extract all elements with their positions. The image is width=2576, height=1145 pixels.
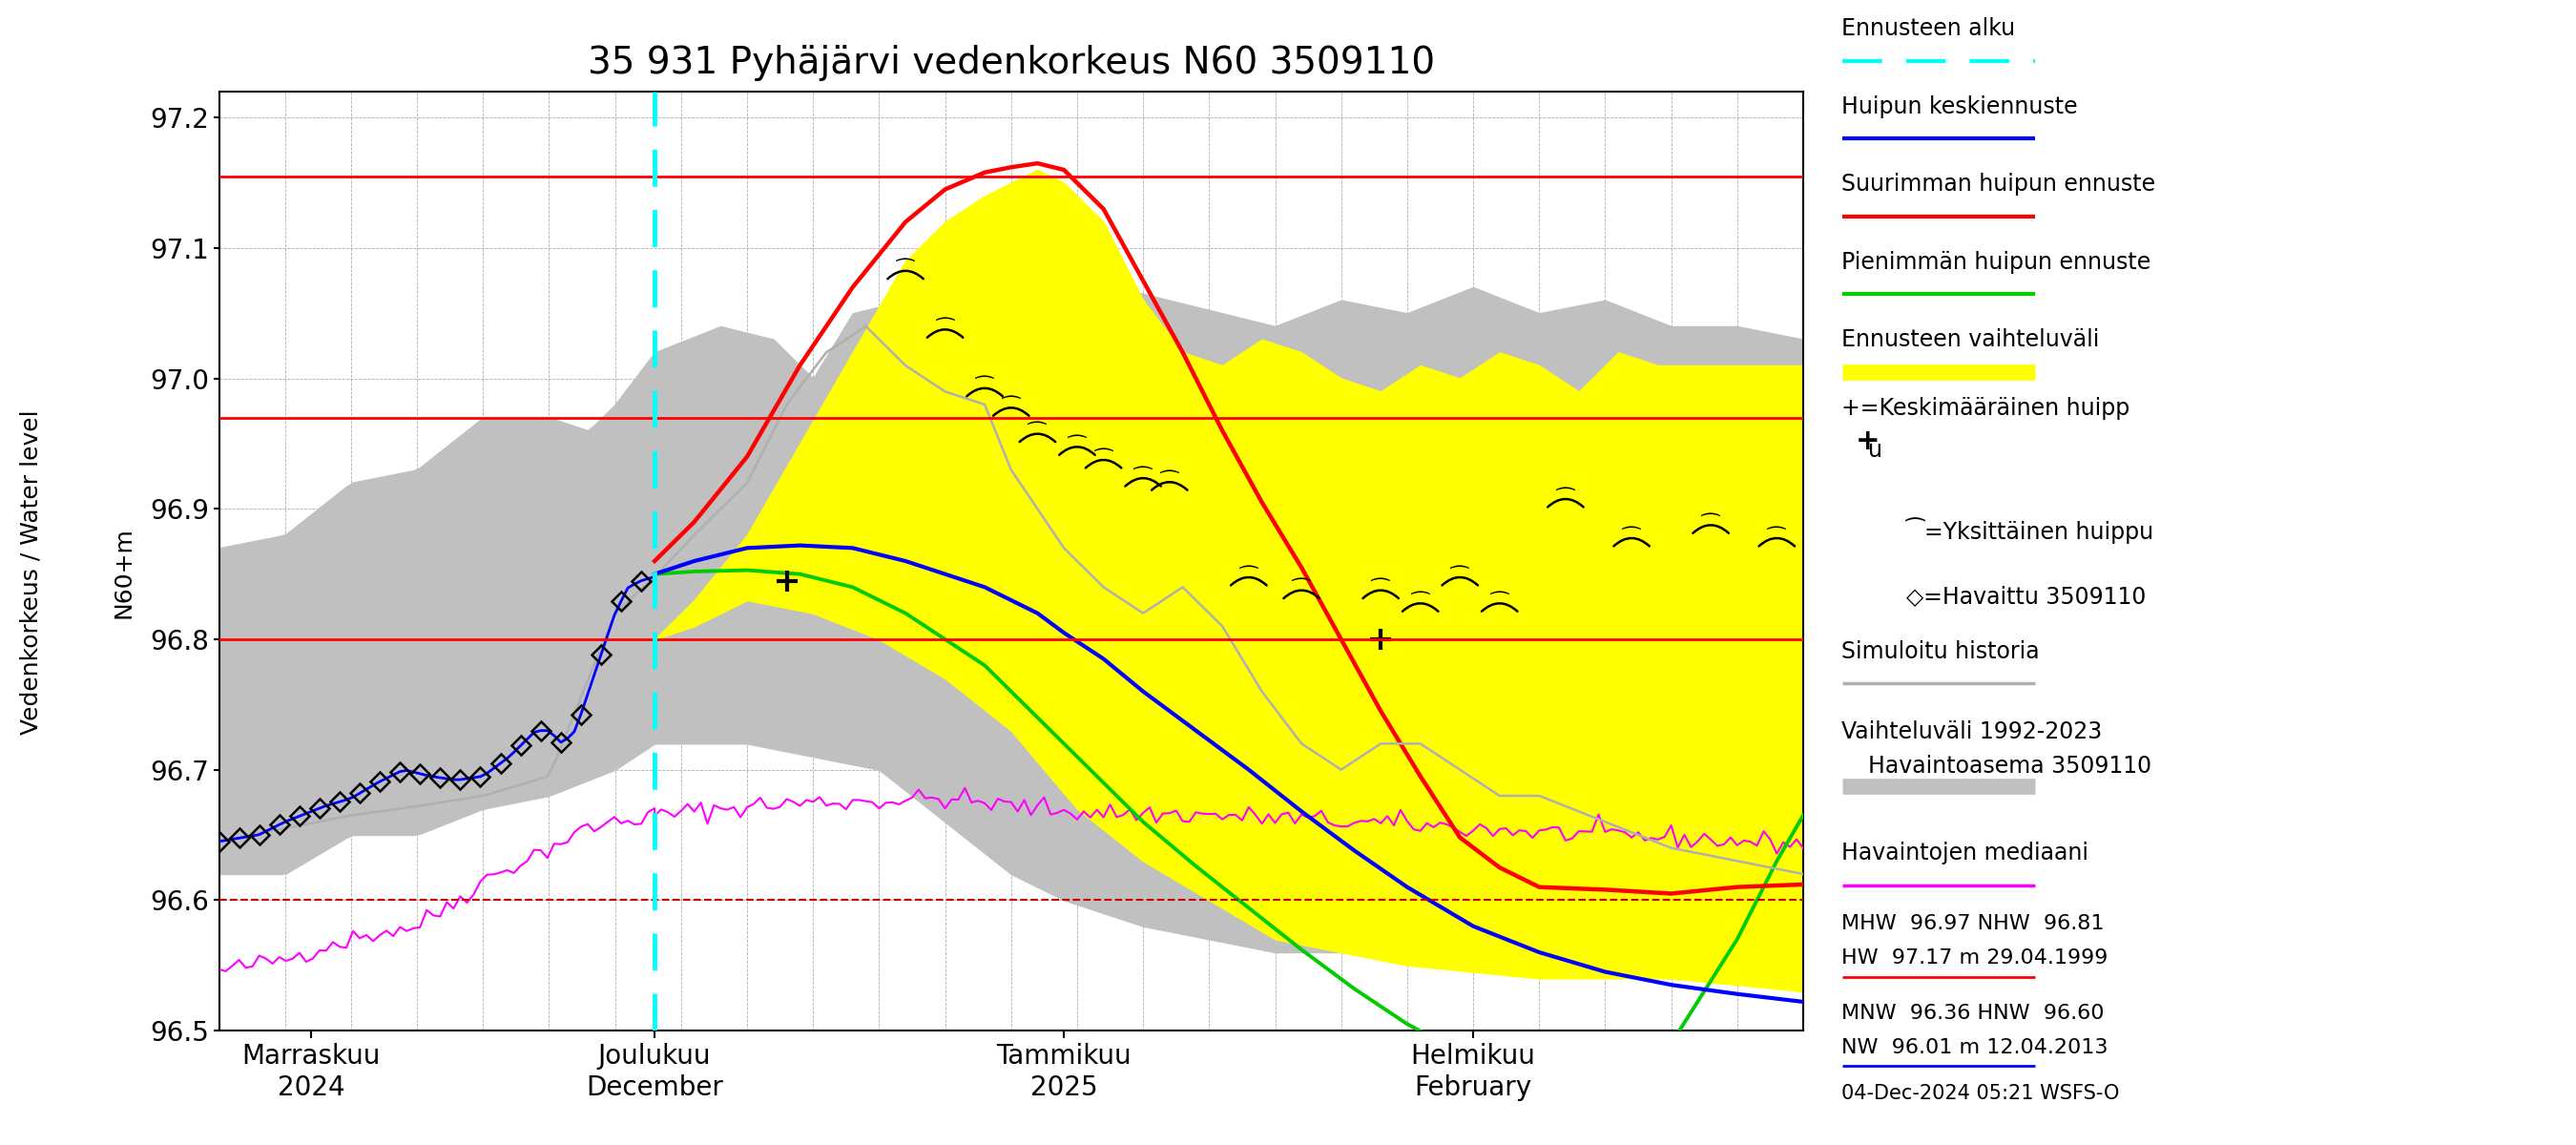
- Text: ⁀: ⁀: [1133, 469, 1151, 488]
- Text: MNW  96.36 HNW  96.60: MNW 96.36 HNW 96.60: [1842, 1003, 2105, 1022]
- Text: Suurimman huipun ennuste: Suurimman huipun ennuste: [1842, 173, 2156, 196]
- Text: ⁀: ⁀: [1767, 529, 1785, 548]
- Text: ⁀: ⁀: [1239, 568, 1257, 587]
- Text: Pienimmän huipun ennuste: Pienimmän huipun ennuste: [1842, 251, 2151, 274]
- Text: HW  97.17 m 29.04.1999: HW 97.17 m 29.04.1999: [1842, 948, 2107, 968]
- Text: ⁀: ⁀: [1703, 516, 1718, 535]
- Text: u: u: [1868, 439, 1883, 461]
- Text: Simuloitu historia: Simuloitu historia: [1842, 640, 2040, 663]
- Text: ⁀: ⁀: [1450, 568, 1468, 587]
- Text: ◇=Havaittu 3509110: ◇=Havaittu 3509110: [1906, 585, 2146, 608]
- Text: NW  96.01 m 12.04.2013: NW 96.01 m 12.04.2013: [1842, 1037, 2110, 1057]
- Text: ⁀: ⁀: [896, 261, 914, 281]
- Text: Vedenkorkeus / Water level: Vedenkorkeus / Water level: [21, 410, 41, 735]
- Text: Ennusteen alku: Ennusteen alku: [1842, 17, 2014, 40]
- Text: Havaintojen mediaani: Havaintojen mediaani: [1842, 842, 2089, 864]
- Text: ⁀=Yksittäinen huippu: ⁀=Yksittäinen huippu: [1906, 516, 2154, 544]
- Text: Huipun keskiennuste: Huipun keskiennuste: [1842, 95, 2079, 118]
- Text: ⁀: ⁀: [1069, 437, 1084, 457]
- Text: ⁀: ⁀: [976, 379, 994, 398]
- Text: +=Keskimääräinen huipp: +=Keskimääräinen huipp: [1842, 397, 2130, 420]
- Text: MHW  96.97 NHW  96.81: MHW 96.97 NHW 96.81: [1842, 914, 2105, 933]
- Text: ⁀: ⁀: [1162, 473, 1177, 492]
- Text: ⁀: ⁀: [1028, 425, 1046, 443]
- Text: ⁀: ⁀: [1412, 594, 1430, 614]
- Text: ⁀: ⁀: [1623, 529, 1641, 548]
- Title: 35 931 Pyhäjärvi vedenkorkeus N60 3509110: 35 931 Pyhäjärvi vedenkorkeus N60 350911…: [587, 45, 1435, 80]
- Text: N60+m: N60+m: [113, 527, 134, 618]
- Text: ⁀: ⁀: [1373, 581, 1388, 600]
- Text: Vaihteluväli 1992-2023: Vaihteluväli 1992-2023: [1842, 720, 2102, 743]
- Text: Havaintoasema 3509110: Havaintoasema 3509110: [1868, 755, 2151, 777]
- Text: ⁀: ⁀: [1002, 398, 1020, 418]
- Text: ⁀: ⁀: [1492, 594, 1507, 614]
- Text: ⁀: ⁀: [1095, 451, 1113, 469]
- Text: ⁀: ⁀: [1556, 490, 1574, 508]
- Text: Ennusteen vaihteluväli: Ennusteen vaihteluväli: [1842, 329, 2099, 352]
- Text: 04-Dec-2024 05:21 WSFS-O: 04-Dec-2024 05:21 WSFS-O: [1842, 1084, 2120, 1103]
- Text: ⁀: ⁀: [1293, 581, 1311, 600]
- Text: +: +: [1855, 427, 1880, 455]
- Text: ⁀: ⁀: [938, 321, 953, 339]
